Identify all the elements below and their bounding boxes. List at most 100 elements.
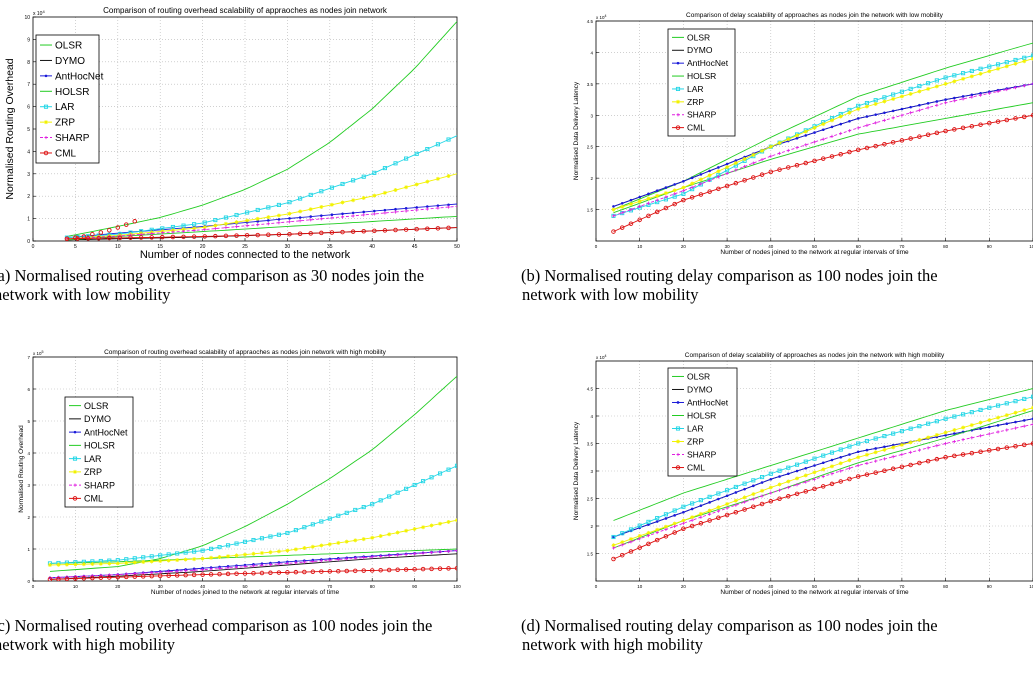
series-marker-cml <box>1013 443 1018 449</box>
series-marker-cml <box>454 565 457 571</box>
series-marker-anthocnet <box>288 217 291 220</box>
y-exponent-power: 4 <box>605 354 607 358</box>
series-marker-zrp <box>319 204 324 209</box>
series-marker-lar <box>344 510 349 515</box>
series-marker-zrp <box>716 505 721 510</box>
series-marker-sharp <box>909 111 913 115</box>
y-tick-label: 0 <box>27 579 30 584</box>
series-marker-zrp <box>124 560 129 565</box>
series-marker-sharp <box>340 215 345 219</box>
x-tick-label: 70 <box>327 584 333 589</box>
series-line-cml <box>49 567 457 580</box>
series-marker-anthocnet <box>813 131 816 134</box>
legend-marker-sharp <box>676 452 680 457</box>
series-marker-lar <box>302 525 307 530</box>
series-marker-zrp <box>908 91 913 96</box>
series-marker-anthocnet <box>979 91 982 95</box>
series-marker-anthocnet <box>362 210 366 214</box>
series-marker-anthocnet <box>673 514 676 517</box>
series-marker-lar <box>149 554 154 559</box>
series-marker-cml <box>777 167 782 172</box>
series-marker-cml <box>637 545 642 550</box>
series-marker-anthocnet <box>699 504 703 507</box>
series-marker-sharp <box>234 225 239 229</box>
series-marker-zrp <box>847 110 852 115</box>
series-marker-lar <box>777 468 782 473</box>
series-marker-cml <box>132 219 138 224</box>
series-marker-cml <box>1004 445 1010 450</box>
series-marker-sharp <box>438 550 442 554</box>
series-marker-sharp <box>839 131 843 136</box>
legend: OLSR DYMO AntHocNet HOLSR LAR ZRP SHARP CML <box>35 34 104 164</box>
series-marker-zrp <box>351 198 356 203</box>
series-marker-cml <box>310 569 316 575</box>
series-marker-cml <box>56 576 61 581</box>
series-marker-anthocnet <box>277 218 281 221</box>
series-marker-cml <box>181 234 186 240</box>
series-marker-lar <box>838 447 843 452</box>
series-marker-zrp <box>370 535 375 540</box>
series-marker-zrp <box>768 144 773 149</box>
series-marker-cml <box>420 566 426 572</box>
series-marker-sharp <box>699 182 703 186</box>
series-marker-sharp <box>629 540 633 544</box>
series-marker-sharp <box>690 185 694 189</box>
series-marker-zrp <box>812 125 817 130</box>
series-marker-anthocnet <box>708 501 711 504</box>
series-marker-zrp <box>908 440 913 445</box>
series-marker-sharp <box>1031 422 1033 426</box>
series-marker-sharp <box>970 95 974 99</box>
series-marker-sharp <box>699 515 703 519</box>
legend-marker-cml <box>72 496 78 501</box>
x-axis-label: Number of nodes joined to the network at… <box>720 589 909 596</box>
series-marker-zrp <box>393 188 398 193</box>
series-marker-lar <box>821 453 826 458</box>
series-sharp <box>611 82 1033 218</box>
series-marker-cml <box>369 568 375 573</box>
series-marker-sharp <box>777 488 782 492</box>
series-marker-cml <box>403 567 409 572</box>
series-marker-cml <box>812 158 817 164</box>
series-marker-cml <box>208 572 214 577</box>
y-axis-label: Normalised Routing Overhead <box>4 58 16 199</box>
series-marker-sharp <box>287 220 292 224</box>
series-marker-zrp <box>987 69 992 74</box>
series-marker-anthocnet <box>638 195 641 199</box>
series-marker-sharp <box>917 448 921 452</box>
series-marker-sharp <box>1013 426 1018 430</box>
series-marker-cml <box>327 569 333 574</box>
series-marker-lar <box>387 494 392 499</box>
series-marker-anthocnet <box>848 119 851 123</box>
series-marker-zrp <box>404 528 409 533</box>
series-marker-cml <box>759 501 765 507</box>
series-marker-zrp <box>302 546 307 551</box>
series-marker-sharp <box>795 146 799 150</box>
series-zrp <box>611 405 1033 548</box>
legend-label-zrp: ZRP <box>84 467 102 477</box>
legend-marker-anthocnet <box>676 61 680 65</box>
legend-marker-lar <box>675 426 681 431</box>
series-line-holsr <box>66 215 457 241</box>
series-marker-anthocnet <box>426 205 429 208</box>
series-marker-sharp <box>716 509 720 513</box>
series-marker-cml <box>619 552 625 558</box>
series-marker-cml <box>124 222 129 227</box>
series-marker-cml <box>213 233 218 239</box>
series-marker-cml <box>319 230 324 236</box>
series-sharp <box>48 549 457 580</box>
series-marker-anthocnet <box>979 427 982 430</box>
series-marker-sharp <box>160 231 164 235</box>
series-marker-sharp <box>328 558 332 562</box>
series-marker-lar <box>266 205 271 210</box>
series-marker-zrp <box>268 550 273 555</box>
series-marker-zrp <box>856 455 861 460</box>
series-marker-anthocnet <box>612 205 615 208</box>
series-marker-zrp <box>217 555 222 559</box>
series-marker-zrp <box>115 561 120 566</box>
series-marker-lar <box>202 220 207 225</box>
series-line-olsr <box>613 388 1033 521</box>
series-marker-zrp <box>690 181 695 186</box>
series-marker-lar <box>223 215 228 220</box>
series-marker-lar <box>200 548 205 553</box>
series-marker-zrp <box>838 461 843 466</box>
